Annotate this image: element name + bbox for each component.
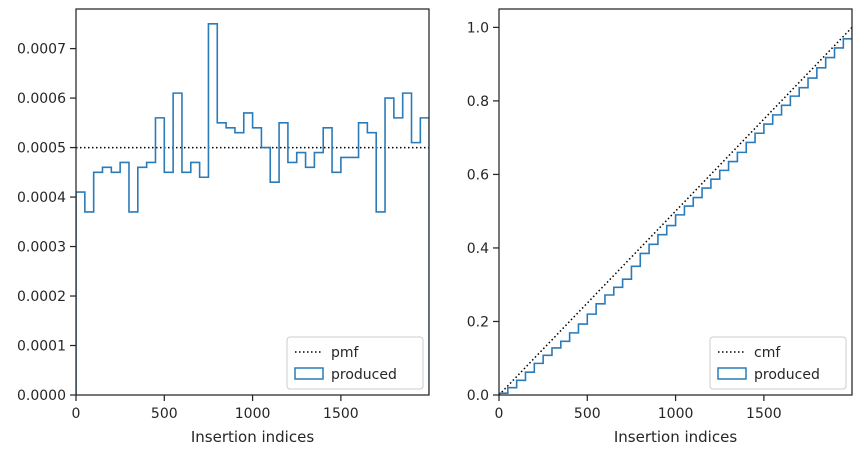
legend-box xyxy=(286,336,424,390)
legend-produced-marker xyxy=(717,367,747,380)
y-tick-label: 0.0000 xyxy=(17,388,66,404)
y-tick-label: 0.0 xyxy=(467,388,489,404)
y-tick-label: 0.0004 xyxy=(17,190,66,206)
legend-produced-marker xyxy=(294,367,324,380)
y-tick-label: 0.0002 xyxy=(17,289,66,305)
legend-pmf-label: pmf xyxy=(331,345,360,361)
legend-box xyxy=(709,336,847,390)
axes-frame xyxy=(498,8,853,396)
x-tick-label: 500 xyxy=(574,406,601,422)
legend: cmf produced xyxy=(709,336,847,390)
x-tick-label: 1000 xyxy=(658,406,694,422)
pmf-histogram-panel: 0.0000 0.0001 0.0002 0.0003 0.0004 0.0005 0.00… xyxy=(17,8,430,446)
axes-frame xyxy=(75,8,430,396)
y-axis-ticks: 0.0000 0.0001 0.0002 0.0003 0.0004 0.0005 0.00… xyxy=(17,42,76,404)
x-tick-label: 500 xyxy=(151,406,178,422)
x-tick-label: 0 xyxy=(72,406,81,422)
y-tick-label: 0.8 xyxy=(467,94,489,110)
legend-produced-label: produced xyxy=(754,367,820,383)
produced-series-line xyxy=(499,27,852,394)
x-axis-ticks: 0 500 1000 1500 xyxy=(72,395,359,422)
y-tick-label: 0.0001 xyxy=(17,339,66,355)
x-axis-label: Insertion indices xyxy=(191,428,314,446)
legend: pmf produced xyxy=(286,336,424,390)
y-tick-label: 0.0005 xyxy=(17,141,66,157)
cmf-step-panel: 0.0 0.2 0.4 0.6 0.8 1.0 0 500 1000 1500 Insertio… xyxy=(467,8,853,446)
y-tick-label: 0.0006 xyxy=(17,91,66,107)
y-tick-label: 0.0007 xyxy=(17,42,66,58)
x-tick-label: 1500 xyxy=(746,406,782,422)
legend-cmf-label: cmf xyxy=(754,345,781,361)
y-tick-label: 1.0 xyxy=(467,20,489,36)
plot-area xyxy=(499,26,852,395)
x-axis-ticks: 0 500 1000 1500 xyxy=(495,395,782,422)
x-tick-label: 0 xyxy=(495,406,504,422)
legend-produced-label: produced xyxy=(331,367,397,383)
y-tick-label: 0.4 xyxy=(467,241,489,257)
x-axis-label: Insertion indices xyxy=(614,428,737,446)
x-tick-label: 1500 xyxy=(323,406,359,422)
y-axis-ticks: 0.0 0.2 0.4 0.6 0.8 1.0 xyxy=(467,20,499,404)
produced-series-line xyxy=(76,23,429,395)
y-tick-label: 0.2 xyxy=(467,314,489,330)
plot-area xyxy=(76,23,429,395)
y-tick-label: 0.0003 xyxy=(17,240,66,256)
x-tick-label: 1000 xyxy=(235,406,271,422)
cmf-reference-line xyxy=(499,26,852,395)
y-tick-label: 0.6 xyxy=(467,167,489,183)
